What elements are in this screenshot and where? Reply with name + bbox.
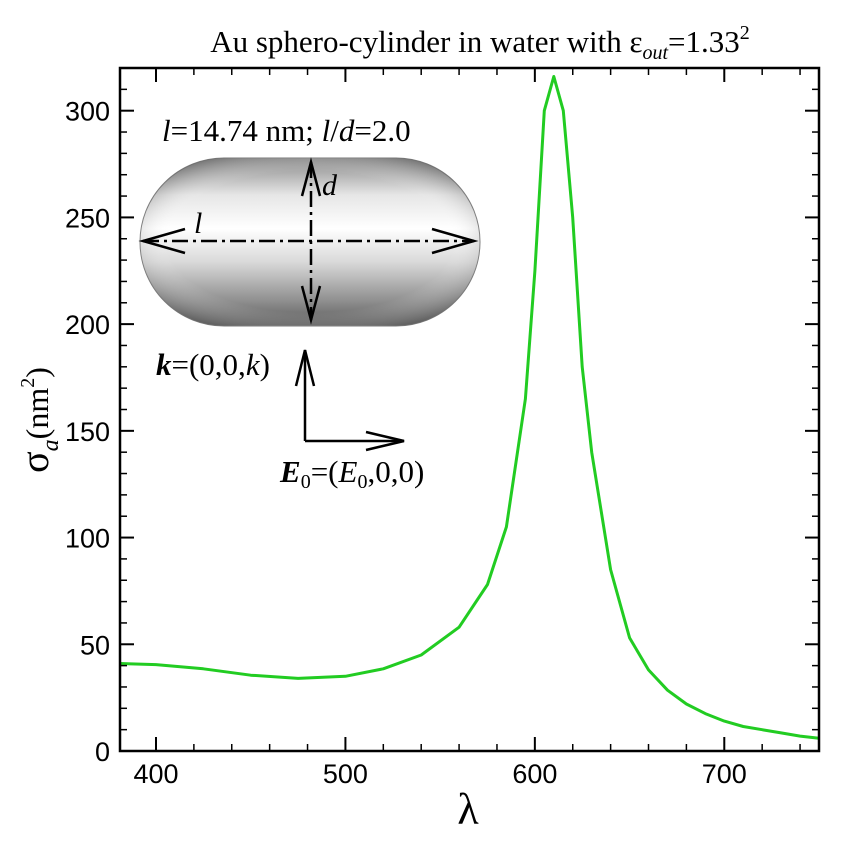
axis-ticks: 400 500 600 700 0 50 100 150 200 250 300 (65, 67, 819, 789)
y-tick-label-150: 150 (65, 417, 110, 447)
x-tick-label-600: 600 (512, 759, 557, 789)
y-label-subscript: a (38, 439, 64, 451)
y-label-sigma: σ (12, 451, 57, 473)
y-tick-label-300: 300 (65, 97, 110, 127)
title-epsilon: ε (629, 24, 642, 59)
chart-title: Au sphero-cylinder in water with εout=1.… (210, 22, 750, 64)
title-value: =1.33 (668, 24, 740, 59)
plot-frame (118, 66, 821, 753)
y-tick-label-250: 250 (65, 203, 110, 233)
title-superscript: 2 (740, 22, 750, 44)
plot-area: 400 500 600 700 0 50 100 150 200 250 300 (65, 66, 821, 789)
diameter-arrow-bottom (300, 285, 322, 325)
y-axis-label: σa(nm2) (12, 367, 64, 473)
k-vector-label: k=(0,0,k) (156, 347, 270, 382)
field-vectors (294, 349, 405, 452)
length-arrow-left (138, 227, 186, 255)
y-tick-label-100: 100 (65, 524, 110, 554)
x-axis-label: λ (457, 785, 479, 834)
e-vector-arrowhead (365, 430, 405, 452)
x-tick-label-500: 500 (323, 759, 368, 789)
diameter-label: d (322, 169, 338, 202)
x-tick-label-700: 700 (702, 759, 747, 789)
y-label-superscript: 2 (17, 378, 39, 388)
diameter-arrow-top (300, 157, 322, 197)
y-tick-label-200: 200 (65, 310, 110, 340)
length-label: l (194, 207, 202, 240)
series-line (119, 75, 820, 740)
length-arrow-right (431, 227, 479, 255)
svg-text:σa(nm2): σa(nm2) (12, 367, 64, 473)
e-vector-label: E0=(E0,0,0) (279, 454, 424, 493)
title-epsilon-subscript: out (642, 42, 668, 64)
k-vector-arrowhead (294, 349, 316, 387)
y-label-close: ) (19, 367, 55, 378)
y-label-open: (nm (19, 388, 55, 440)
y-tick-label-0: 0 (95, 737, 110, 767)
sphero-cylinder-illustration: l d (138, 157, 481, 327)
x-tick-label-400: 400 (133, 759, 178, 789)
dimensions-annotation: l=14.74 nm; l/d=2.0 (162, 113, 411, 148)
y-tick-label-50: 50 (80, 630, 110, 660)
